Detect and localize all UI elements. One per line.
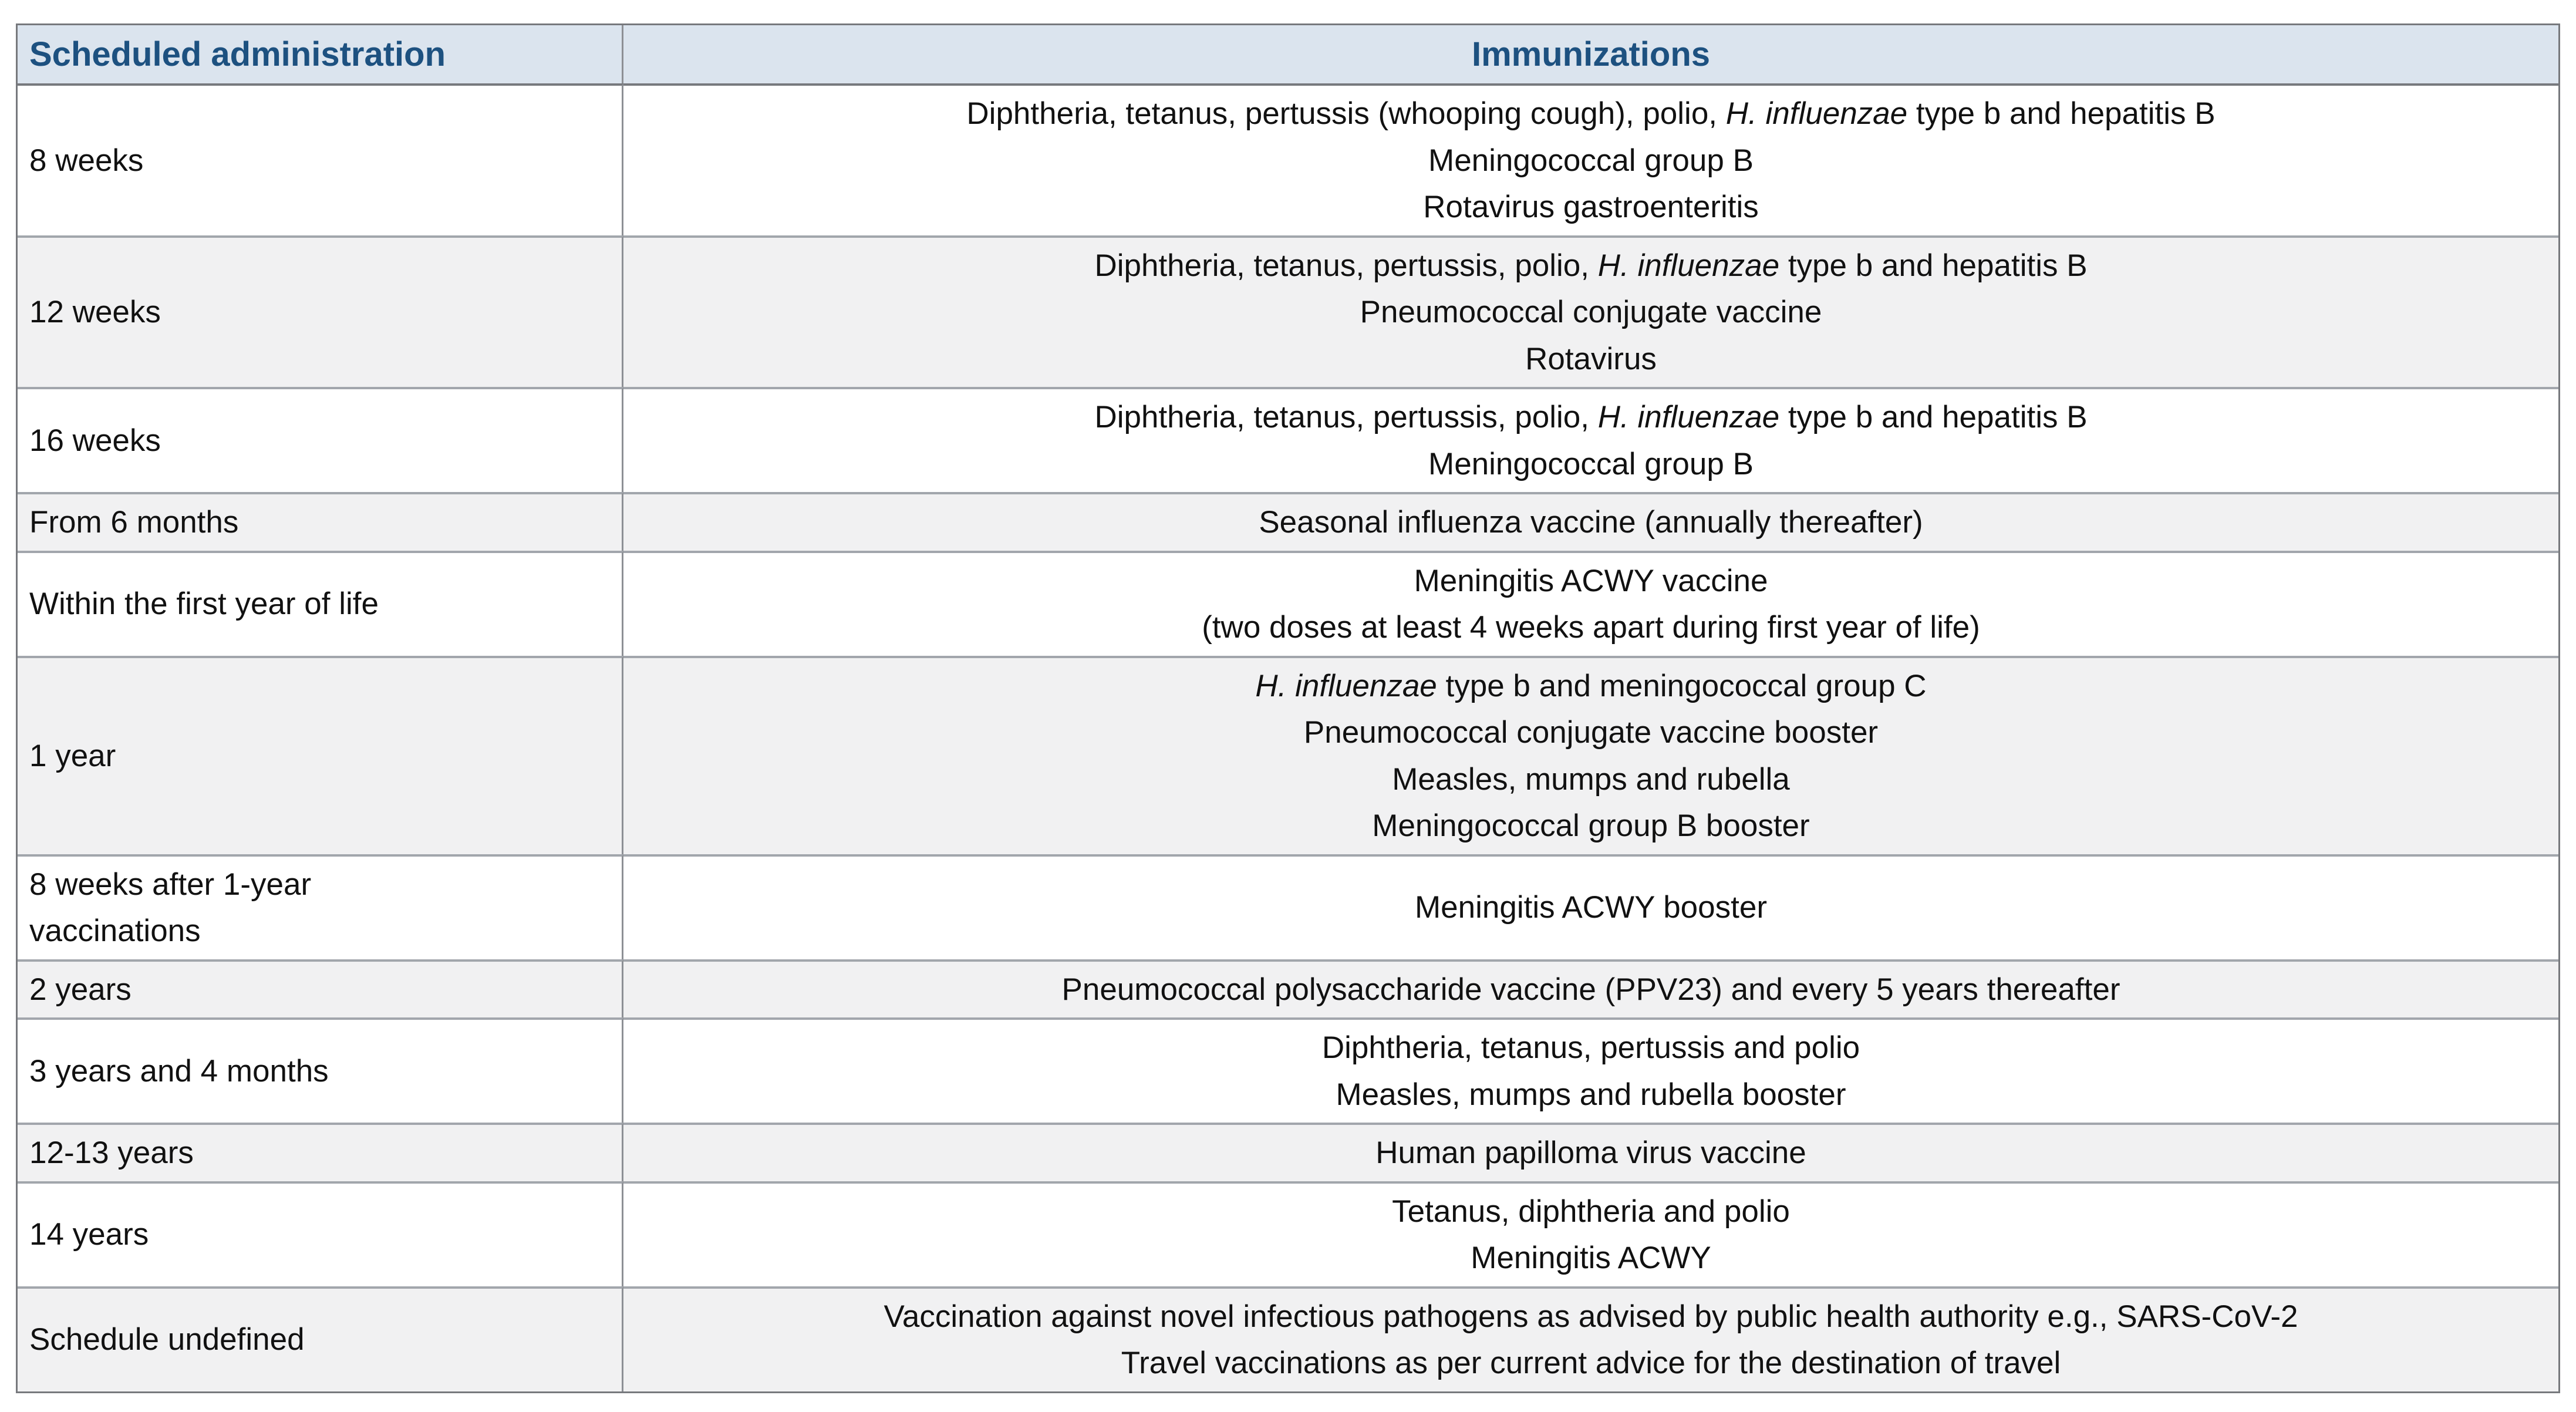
immunization-text: Tetanus, diphtheria and polio	[1392, 1194, 1790, 1229]
immunization-text: Pneumococcal conjugate vaccine booster	[1303, 715, 1879, 750]
immunization-line: H. influenzae type b and meningococcal g…	[634, 663, 2548, 710]
schedule-cell: 12 weeks	[18, 235, 623, 387]
immunization-line: Pneumococcal polysaccharide vaccine (PPV…	[634, 966, 2548, 1013]
immunization-schedule-table-wrapper: Scheduled administration Immunizations 8…	[16, 23, 2560, 1393]
species-name-italic: H. influenzae	[1597, 400, 1780, 434]
immunization-line: Pneumococcal conjugate vaccine	[634, 289, 2548, 336]
immunization-text: Measles, mumps and rubella booster	[1336, 1077, 1846, 1112]
immunization-line: Tetanus, diphtheria and polio	[634, 1188, 2548, 1235]
immunization-text: Vaccination against novel infectious pat…	[884, 1299, 2298, 1334]
schedule-cell: 3 years and 4 months	[18, 1017, 623, 1123]
immunization-text: Pneumococcal polysaccharide vaccine (PPV…	[1061, 972, 2120, 1007]
schedule-cell: 14 years	[18, 1181, 623, 1286]
schedule-cell: 1 year	[18, 655, 623, 854]
immunization-text: (two doses at least 4 weeks apart during…	[1202, 610, 1980, 645]
immunization-text: Diphtheria, tetanus, pertussis, polio,	[1094, 400, 1598, 434]
immunization-text: Meningococcal group B	[1428, 143, 1754, 178]
schedule-cell: Schedule undefined	[18, 1286, 623, 1391]
schedule-cell: Within the first year of life	[18, 550, 623, 656]
table-header: Scheduled administration Immunizations	[18, 25, 2558, 83]
species-name-italic: H. influenzae	[1597, 248, 1780, 283]
immunization-text: Meningococcal group B booster	[1372, 808, 1810, 843]
immunization-text: Rotavirus gastroenteritis	[1423, 190, 1759, 224]
table-row: 3 years and 4 months Diphtheria, tetanus,…	[18, 1017, 2558, 1123]
table-row: From 6 months Seasonal influenza vaccine …	[18, 492, 2558, 551]
immunization-line: Diphtheria, tetanus, pertussis, polio, H…	[634, 394, 2548, 441]
immunizations-cell: Diphtheria, tetanus, pertussis and polio…	[623, 1017, 2558, 1123]
immunization-text: type b and meningococcal group C	[1437, 668, 1927, 703]
immunization-text: Pneumococcal conjugate vaccine	[1360, 295, 1822, 329]
table-row: 8 weeks Diphtheria, tetanus, pertussis (w…	[18, 83, 2558, 235]
immunization-text: Diphtheria, tetanus, pertussis, polio,	[1094, 248, 1598, 283]
immunization-text: type b and hepatitis B	[1779, 248, 2088, 283]
table-row: 12 weeks Diphtheria, tetanus, pertussis, …	[18, 235, 2558, 387]
immunization-line: Human papilloma virus vaccine	[634, 1130, 2548, 1177]
immunization-text: type b and hepatitis B	[1907, 96, 2216, 131]
immunizations-cell: Diphtheria, tetanus, pertussis, polio, H…	[623, 387, 2558, 492]
column-header-scheduled-administration: Scheduled administration	[18, 25, 623, 83]
immunization-text: Meningitis ACWY vaccine	[1414, 563, 1768, 598]
immunization-line: Pneumococcal conjugate vaccine booster	[634, 709, 2548, 756]
schedule-cell: 8 weeks after 1-year vaccinations	[18, 854, 623, 959]
immunization-line: Meningococcal group B	[634, 441, 2548, 488]
table-row: 14 years Tetanus, diphtheria and polio Men…	[18, 1181, 2558, 1286]
immunizations-cell: Diphtheria, tetanus, pertussis (whooping…	[623, 83, 2558, 235]
table-row: Schedule undefined Vaccination against no…	[18, 1286, 2558, 1391]
immunization-line: Rotavirus gastroenteritis	[634, 184, 2548, 231]
table-row: 2 years Pneumococcal polysaccharide vacci…	[18, 959, 2558, 1018]
immunization-text: Rotavirus	[1525, 341, 1657, 376]
table-body: 8 weeks Diphtheria, tetanus, pertussis (w…	[18, 83, 2558, 1391]
table-row: 8 weeks after 1-year vaccinations Meningi…	[18, 854, 2558, 959]
immunization-line: Measles, mumps and rubella	[634, 756, 2548, 803]
immunization-line: Vaccination against novel infectious pat…	[634, 1293, 2548, 1340]
immunization-text: Meningitis ACWY	[1471, 1241, 1711, 1275]
immunization-text: Meningococcal group B	[1428, 446, 1754, 481]
immunization-text: Human papilloma virus vaccine	[1375, 1135, 1806, 1170]
immunization-line: Diphtheria, tetanus, pertussis and polio	[634, 1025, 2548, 1071]
immunization-line: Meningitis ACWY booster	[634, 884, 2548, 931]
immunization-text: Diphtheria, tetanus, pertussis (whooping…	[966, 96, 1726, 131]
table-row: 1 year H. influenzae type b and meningoco…	[18, 655, 2558, 854]
immunization-line: (two doses at least 4 weeks apart during…	[634, 604, 2548, 651]
immunizations-cell: Pneumococcal polysaccharide vaccine (PPV…	[623, 959, 2558, 1018]
immunization-line: Travel vaccinations as per current advic…	[634, 1340, 2548, 1387]
immunization-line: Measles, mumps and rubella booster	[634, 1071, 2548, 1118]
immunizations-cell: Vaccination against novel infectious pat…	[623, 1286, 2558, 1391]
immunization-text: Meningitis ACWY booster	[1415, 890, 1767, 925]
immunization-text: Measles, mumps and rubella	[1392, 761, 1790, 797]
immunization-line: Rotavirus	[634, 336, 2548, 383]
immunization-line: Meningitis ACWY	[634, 1235, 2548, 1282]
immunization-line: Meningococcal group B	[634, 137, 2548, 184]
immunizations-cell: Diphtheria, tetanus, pertussis, polio, H…	[623, 235, 2558, 387]
immunization-line: Seasonal influenza vaccine (annually the…	[634, 499, 2548, 546]
schedule-cell: 8 weeks	[18, 83, 623, 235]
column-header-immunizations: Immunizations	[623, 25, 2558, 83]
table-row: Within the first year of life Meningitis …	[18, 550, 2558, 656]
schedule-cell: 16 weeks	[18, 387, 623, 492]
immunizations-cell: Tetanus, diphtheria and polio Meningitis …	[623, 1181, 2558, 1286]
schedule-cell: From 6 months	[18, 492, 623, 551]
immunization-line: Meningitis ACWY vaccine	[634, 558, 2548, 605]
immunizations-cell: H. influenzae type b and meningococcal g…	[623, 655, 2558, 854]
immunization-line: Diphtheria, tetanus, pertussis, polio, H…	[634, 242, 2548, 289]
immunization-text: type b and hepatitis B	[1779, 400, 2088, 434]
immunization-text: Seasonal influenza vaccine (annually the…	[1259, 505, 1923, 540]
immunizations-cell: Human papilloma virus vaccine	[623, 1123, 2558, 1181]
schedule-cell: 2 years	[18, 959, 623, 1017]
schedule-cell: 12-13 years	[18, 1123, 623, 1181]
table-row: 12-13 years Human papilloma virus vaccine	[18, 1123, 2558, 1181]
immunization-schedule-table: Scheduled administration Immunizations 8…	[16, 23, 2560, 1393]
immunizations-cell: Meningitis ACWY vaccine (two doses at lea…	[623, 550, 2558, 656]
immunizations-cell: Seasonal influenza vaccine (annually the…	[623, 492, 2558, 551]
table-row: 16 weeks Diphtheria, tetanus, pertussis, …	[18, 387, 2558, 492]
species-name-italic: H. influenzae	[1725, 96, 1908, 131]
immunization-line: Diphtheria, tetanus, pertussis (whooping…	[634, 90, 2548, 137]
immunization-line: Meningococcal group B booster	[634, 803, 2548, 850]
header-row: Scheduled administration Immunizations	[18, 25, 2558, 83]
species-name-italic: H. influenzae	[1255, 668, 1437, 703]
immunization-text: Diphtheria, tetanus, pertussis and polio	[1321, 1030, 1860, 1065]
immunization-text: Travel vaccinations as per current advic…	[1121, 1346, 2061, 1380]
immunizations-cell: Meningitis ACWY booster	[623, 854, 2558, 959]
